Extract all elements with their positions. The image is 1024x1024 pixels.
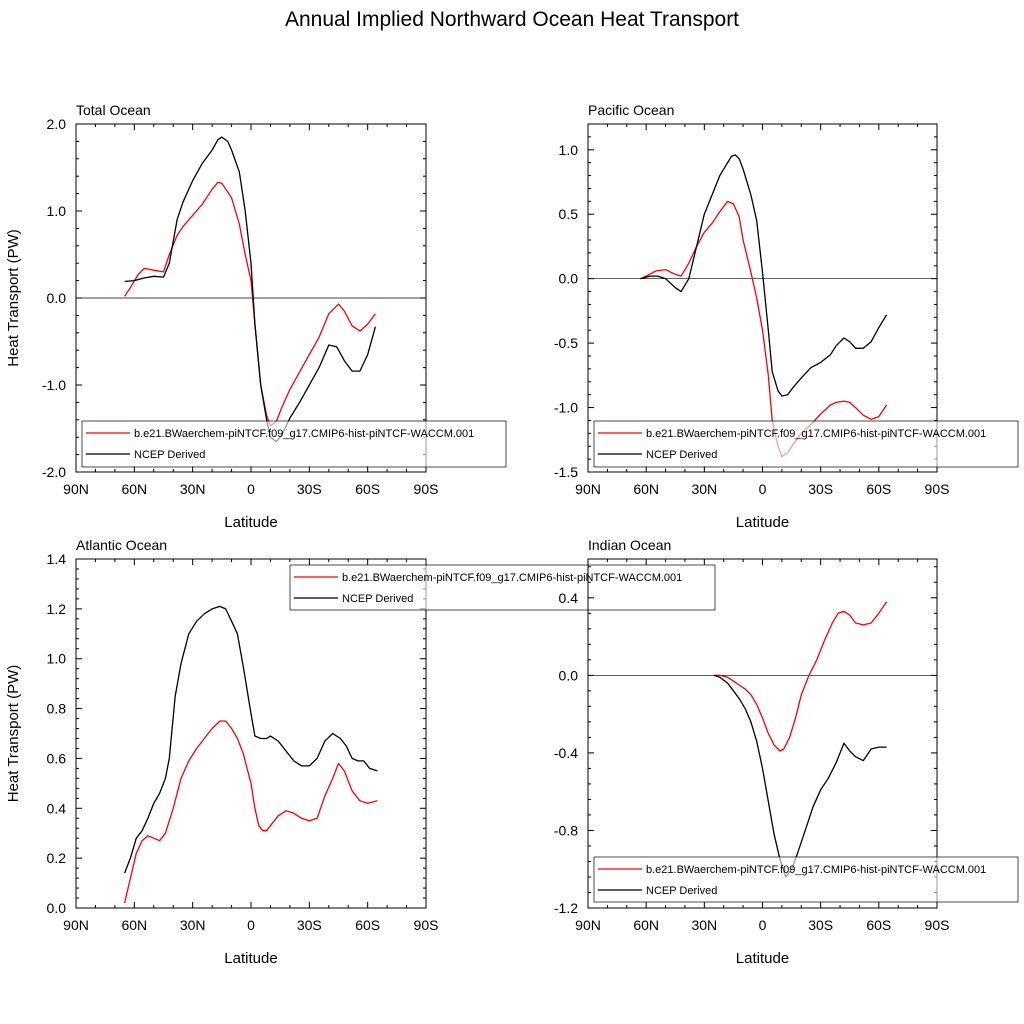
- x-tick-label: 60S: [355, 917, 380, 933]
- legend: b.e21.BWaerchem-piNTCF.f09_g17.CMIP6-his…: [289, 564, 716, 611]
- x-tick-label: 90S: [925, 481, 950, 497]
- y-tick-label: 1.0: [559, 142, 579, 158]
- legend-box: [593, 420, 1019, 468]
- x-tick-label: 30N: [180, 917, 206, 933]
- x-tick-label: 0: [759, 481, 767, 497]
- x-axis-label: Latitude: [736, 950, 789, 967]
- x-tick-label: 90N: [63, 917, 89, 933]
- model-series-line: [124, 181, 376, 427]
- legend-label: NCEP Derived: [342, 593, 413, 605]
- legend-box: [289, 564, 716, 611]
- x-tick-label: 30S: [297, 481, 322, 497]
- panel-total-ocean: Total Ocean 90N 60N 30N 0 30S 60S 90S -2.0 -1.0 0.…: [5, 102, 507, 531]
- x-tick-label: 60S: [866, 481, 891, 497]
- panel-indian-ocean: Indian Ocean 90N 60N 30N 0 30S 60S 90S -1.2 -0.8 -…: [554, 537, 1019, 967]
- x-tick-label: 30N: [180, 481, 206, 497]
- y-tick-label: 0.6: [47, 750, 67, 766]
- y-tick-label: 0.5: [559, 206, 579, 222]
- x-tick-label: 60N: [633, 481, 659, 497]
- legend-box: [81, 420, 507, 468]
- y-tick-label: 0.0: [47, 290, 67, 306]
- legend-label: b.e21.BWaerchem-piNTCF.f09_g17.CMIP6-his…: [342, 572, 682, 584]
- x-tick-label: 90S: [925, 917, 950, 933]
- model-series-line: [640, 200, 888, 458]
- x-tick-label: 60S: [355, 481, 380, 497]
- x-axis-label: Latitude: [736, 514, 789, 531]
- y-tick-label: -1.0: [42, 377, 66, 393]
- y-tick-label: 1.4: [47, 551, 67, 567]
- plot-frame: [587, 123, 938, 473]
- y-tick-label: -1.0: [554, 400, 578, 416]
- panel-title: Atlantic Ocean: [76, 537, 167, 553]
- x-tick-label: 0: [759, 917, 767, 933]
- x-tick-label: 90S: [414, 481, 439, 497]
- x-tick-label: 90N: [575, 917, 601, 933]
- ncep-series-line: [123, 605, 378, 874]
- y-tick-label: 2.0: [47, 116, 67, 132]
- y-axis-label: Heat Transport (PW): [5, 665, 22, 803]
- y-tick-label: -0.4: [554, 745, 578, 761]
- y-tick-label: 0.4: [47, 800, 67, 816]
- x-tick-label: 0: [247, 481, 255, 497]
- y-axis-label: Heat Transport (PW): [5, 229, 22, 367]
- y-tick-label: -1.5: [554, 464, 578, 480]
- y-tick-label: -2.0: [42, 464, 66, 480]
- y-tick-label: -0.8: [554, 822, 578, 838]
- y-tick-label: 1.2: [47, 601, 67, 617]
- x-tick-label: 30N: [691, 481, 717, 497]
- y-tick-label: 1.0: [47, 203, 67, 219]
- legend-label: NCEP Derived: [646, 885, 717, 897]
- legend-label: NCEP Derived: [646, 449, 717, 461]
- x-tick-label: 30S: [297, 917, 322, 933]
- y-tick-label: 0.4: [559, 590, 579, 606]
- legend: b.e21.BWaerchem-piNTCF.f09_g17.CMIP6-his…: [593, 856, 1019, 903]
- x-tick-label: 60N: [121, 481, 147, 497]
- y-tick-label: -0.5: [554, 335, 578, 351]
- panel-pacific-ocean: Pacific Ocean 90N 60N 30N 0 30S 60S 90S -1.5 -1.0…: [554, 102, 1019, 531]
- x-tick-label: 60N: [633, 917, 659, 933]
- legend-label: b.e21.BWaerchem-piNTCF.f09_g17.CMIP6-his…: [646, 428, 986, 440]
- ncep-series-line: [713, 674, 887, 878]
- x-tick-label: 90S: [414, 917, 439, 933]
- panel-title: Total Ocean: [76, 102, 151, 118]
- panel-atlantic-ocean: Atlantic Ocean 90N 60N 30N 0 30S 60S 90S 0.0 0.2 0…: [5, 537, 716, 967]
- figure-title: Annual Implied Northward Ocean Heat Tran…: [285, 8, 739, 31]
- y-tick-label: 0.0: [47, 900, 67, 916]
- plot-frame: [587, 558, 938, 909]
- legend: b.e21.BWaerchem-piNTCF.f09_g17.CMIP6-his…: [593, 420, 1019, 468]
- y-tick-label: 0.0: [559, 271, 579, 287]
- x-tick-label: 30S: [808, 917, 833, 933]
- y-tick-label: 1.0: [47, 651, 67, 667]
- y-tick-label: -1.2: [554, 900, 578, 916]
- model-series-line: [714, 601, 888, 752]
- x-axis-label: Latitude: [224, 950, 277, 967]
- plot-frame: [75, 558, 427, 909]
- y-tick-label: 0.2: [47, 850, 67, 866]
- legend-label: b.e21.BWaerchem-piNTCF.f09_g17.CMIP6-his…: [646, 864, 986, 876]
- x-tick-label: 0: [247, 917, 255, 933]
- panel-title: Indian Ocean: [588, 537, 671, 553]
- legend-label: NCEP Derived: [134, 449, 205, 461]
- x-tick-label: 30S: [808, 481, 833, 497]
- y-tick-label: 0.0: [559, 667, 579, 683]
- ncep-series-line: [640, 154, 888, 397]
- x-tick-label: 30N: [691, 917, 717, 933]
- x-tick-label: 90N: [575, 481, 601, 497]
- legend: b.e21.BWaerchem-piNTCF.f09_g17.CMIP6-his…: [81, 420, 507, 468]
- legend-label: b.e21.BWaerchem-piNTCF.f09_g17.CMIP6-his…: [134, 428, 474, 440]
- x-tick-label: 60S: [866, 917, 891, 933]
- panel-title: Pacific Ocean: [588, 102, 674, 118]
- model-series-line: [123, 720, 378, 904]
- legend-box: [593, 856, 1019, 903]
- x-axis-label: Latitude: [224, 514, 277, 531]
- ncep-series-line: [124, 136, 377, 443]
- x-tick-label: 60N: [121, 917, 147, 933]
- x-tick-label: 90N: [63, 481, 89, 497]
- y-tick-label: 0.8: [47, 701, 67, 717]
